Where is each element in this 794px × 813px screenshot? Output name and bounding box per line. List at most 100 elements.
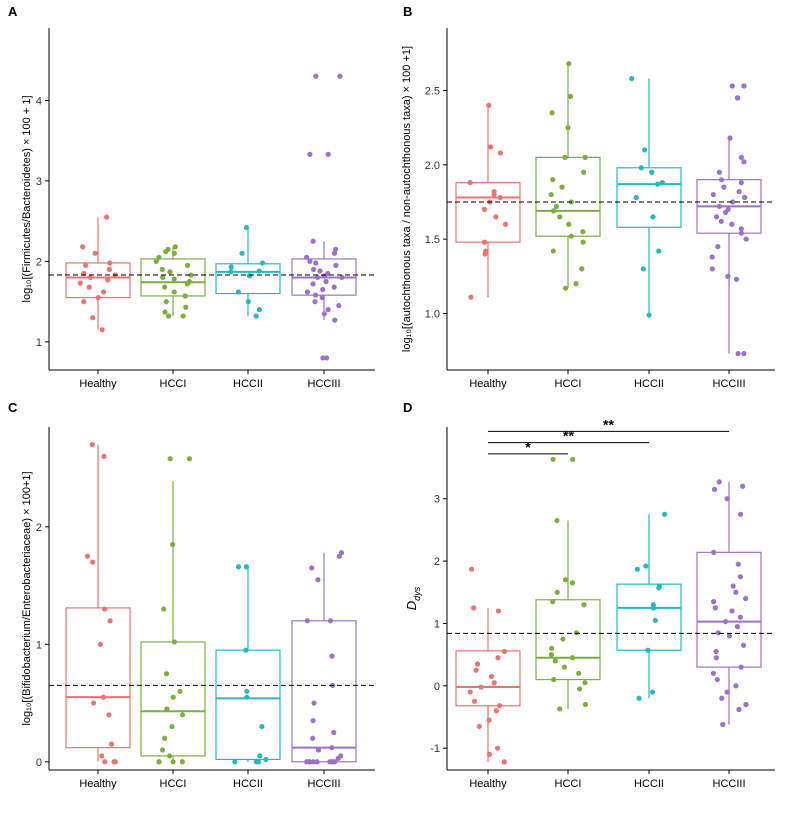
data-point	[321, 311, 327, 317]
data-point	[159, 266, 165, 273]
data-point	[336, 553, 342, 559]
y-axis-label: log₁₀[(autochthonous taxa / non-autochth…	[401, 46, 413, 352]
data-point	[474, 661, 481, 667]
data-point	[729, 608, 735, 614]
data-point	[501, 759, 507, 765]
data-point	[244, 688, 250, 694]
box-hcciii	[291, 73, 357, 361]
data-point	[235, 289, 241, 295]
data-point	[743, 595, 749, 602]
box-hcci	[535, 456, 601, 712]
data-point	[569, 580, 575, 586]
data-point	[90, 315, 96, 321]
y-tick-label: 3	[36, 176, 42, 188]
data-point	[163, 299, 169, 305]
data-point	[310, 238, 316, 244]
data-point	[562, 154, 568, 160]
y-tick-label: 3	[434, 494, 440, 506]
x-tick-label: HCCII	[634, 378, 664, 390]
data-point	[99, 753, 105, 759]
data-point	[182, 293, 188, 299]
data-point	[325, 307, 331, 313]
x-tick-label: HCCI	[555, 378, 582, 390]
data-point	[720, 721, 726, 728]
data-point	[554, 517, 560, 524]
y-tick-label: 0	[36, 757, 42, 769]
data-point	[656, 248, 662, 254]
data-point	[256, 759, 262, 765]
data-point	[581, 169, 587, 175]
x-tick-label: HCCII	[233, 378, 263, 390]
panel-b: B 1.0 1.5 2.0 2.5 log₁₀[(autochthonous taxa /…	[401, 4, 775, 390]
data-point	[659, 180, 665, 186]
y-axis-label: Ddys	[404, 586, 422, 610]
data-point	[629, 75, 635, 82]
data-point	[579, 266, 585, 272]
data-point	[310, 281, 316, 287]
data-point	[162, 735, 168, 741]
data-point	[259, 260, 266, 266]
data-point	[467, 180, 473, 186]
box-iqr	[616, 583, 682, 651]
box-iqr	[65, 607, 131, 749]
data-point	[243, 564, 250, 570]
data-point	[725, 273, 731, 279]
data-point	[501, 648, 507, 655]
box-hccii	[215, 564, 281, 765]
data-point	[557, 706, 563, 712]
data-point	[494, 745, 501, 751]
y-tick-label: 0	[434, 681, 440, 693]
data-point	[710, 670, 717, 676]
y-tick-label: 1	[36, 639, 42, 651]
data-point	[90, 700, 97, 706]
x-tick-label: HCCII	[233, 778, 263, 790]
y-tick-label: 1	[434, 618, 440, 630]
data-point	[713, 648, 719, 655]
y-tick-label: 1	[36, 337, 42, 349]
data-point	[239, 250, 245, 256]
data-point	[314, 274, 321, 281]
data-point	[90, 559, 96, 565]
data-point	[569, 655, 576, 661]
data-point	[550, 177, 556, 183]
data-point	[312, 292, 319, 298]
data-point	[97, 641, 103, 647]
data-point	[581, 602, 587, 608]
data-point	[729, 221, 735, 227]
data-point	[738, 230, 744, 236]
panel-label: B	[403, 4, 412, 19]
box-iqr	[215, 263, 281, 295]
data-point	[319, 294, 325, 301]
data-point	[582, 701, 589, 708]
data-point	[649, 169, 655, 175]
box-iqr	[140, 258, 206, 297]
data-point	[162, 309, 168, 315]
data-point	[495, 655, 501, 661]
data-point	[481, 239, 488, 245]
data-point	[743, 236, 749, 242]
data-point	[486, 717, 492, 723]
x-tick-label: HCCIII	[713, 778, 746, 790]
data-point	[711, 486, 718, 492]
x-tick-label: HCCI	[555, 778, 582, 790]
y-tick-label: 2	[36, 256, 42, 268]
data-point	[106, 712, 112, 718]
data-point	[550, 208, 557, 214]
data-point	[566, 61, 572, 67]
y-tick-label: 4	[36, 95, 42, 107]
data-point	[468, 294, 474, 300]
box-iqr	[215, 649, 281, 761]
data-point	[476, 723, 482, 729]
data-point	[336, 303, 342, 309]
data-point	[715, 630, 721, 636]
data-point	[331, 729, 337, 736]
data-point	[567, 93, 574, 99]
data-point	[164, 706, 170, 712]
data-point	[638, 165, 644, 171]
data-point	[481, 206, 487, 213]
data-point	[468, 566, 475, 572]
x-tick-label: Healthy	[469, 778, 507, 790]
data-point	[719, 695, 725, 701]
data-point	[735, 351, 741, 357]
data-point	[722, 618, 729, 625]
